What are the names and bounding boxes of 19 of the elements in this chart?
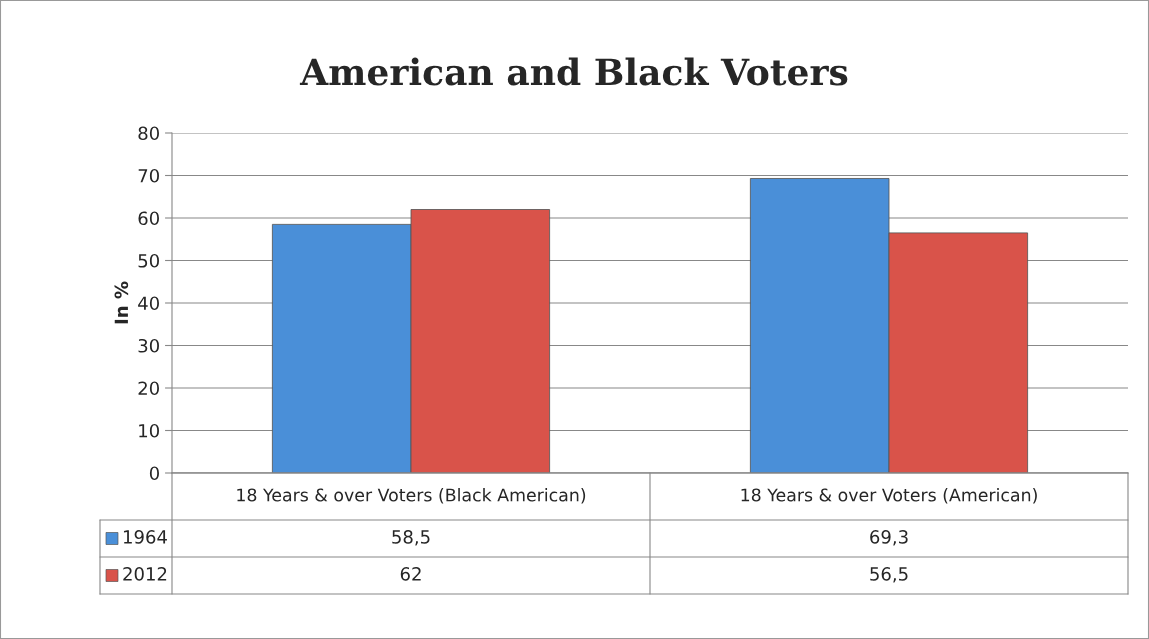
y-axis-title: In %	[114, 281, 129, 324]
data-label: 58,5	[392, 530, 430, 546]
y-tick-label: 50	[138, 253, 159, 268]
data-label: 56,5	[870, 567, 908, 583]
x-tick-label: 18 Years & over Voters (Black American)	[237, 488, 586, 504]
data-label: 69,3	[870, 530, 908, 546]
chart-title: American and Black Voters	[299, 57, 848, 86]
legend-label: 1964	[123, 530, 167, 544]
y-tick-label: 20	[138, 381, 159, 396]
y-tick-label: 70	[138, 168, 159, 183]
y-tick-label: 60	[138, 211, 159, 226]
y-tick-label: 40	[138, 296, 159, 311]
legend-label: 2012	[123, 567, 167, 581]
y-tick-label: 10	[139, 423, 159, 438]
y-tick-label: 0	[149, 466, 159, 481]
data-label: 62	[400, 567, 421, 581]
y-tick-label: 30	[138, 338, 159, 353]
y-tick-label: 80	[138, 126, 159, 141]
x-tick-label: 18 Years & over Voters (American)	[741, 488, 1037, 504]
